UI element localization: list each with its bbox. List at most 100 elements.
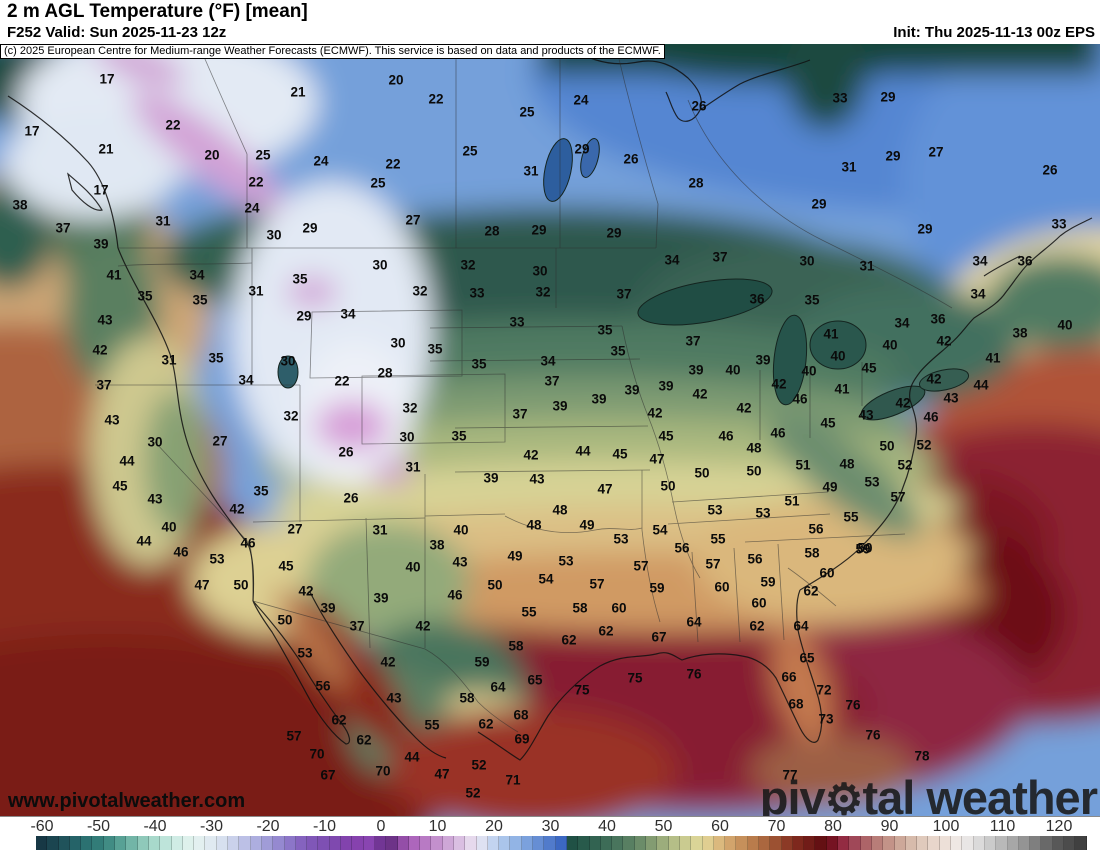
colorbar-cell — [555, 836, 567, 850]
temp-label: 42 — [92, 342, 108, 358]
temp-label: 22 — [385, 156, 401, 172]
temp-label: 56 — [747, 551, 763, 567]
colorbar-cell — [284, 836, 296, 850]
temp-label: 44 — [575, 443, 591, 459]
temp-label: 45 — [112, 478, 128, 494]
temp-label: 30 — [399, 429, 415, 445]
colorbar-cell — [781, 836, 793, 850]
colorbar-cell — [137, 836, 149, 850]
temp-label: 58 — [572, 600, 588, 616]
temp-label: 44 — [119, 453, 135, 469]
temp-label: 64 — [490, 679, 506, 695]
colorbar-tick: 100 — [932, 818, 960, 835]
temp-label: 62 — [331, 712, 347, 728]
temp-label: 62 — [803, 583, 819, 599]
colorbar-cell — [487, 836, 500, 850]
temp-label: 30 — [147, 434, 163, 450]
colorbar-cell — [182, 836, 195, 850]
colorbar-cell — [386, 836, 398, 850]
copyright-notice: (c) 2025 European Centre for Medium-rang… — [0, 44, 665, 59]
temp-label: 57 — [705, 556, 721, 572]
temp-label: 52 — [471, 757, 487, 773]
temp-label: 27 — [928, 144, 944, 160]
temp-label: 33 — [832, 90, 848, 106]
colorbar-tick: 60 — [711, 818, 729, 835]
temp-label: 34 — [189, 267, 205, 283]
colorbar-cell — [194, 836, 206, 850]
temp-label: 39 — [483, 470, 499, 486]
temp-label: 37 — [712, 249, 728, 265]
temp-label: 37 — [55, 220, 71, 236]
temp-label: 49 — [822, 479, 838, 495]
temp-label: 39 — [591, 391, 607, 407]
temp-label: 31 — [248, 283, 264, 299]
temp-label: 58 — [459, 690, 475, 706]
valid-time-label: F252 Valid: Sun 2025-11-23 12z — [7, 24, 227, 41]
temp-label: 47 — [434, 766, 450, 782]
temp-label: 34 — [970, 286, 986, 302]
temp-label: 32 — [283, 408, 299, 424]
temp-label: 35 — [137, 288, 153, 304]
colorbar-cell — [374, 836, 387, 850]
temp-label: 42 — [415, 618, 431, 634]
brand-text-pre: piv — [759, 770, 826, 816]
temp-label: 46 — [173, 544, 189, 560]
temp-label: 26 — [691, 98, 707, 114]
temp-label: 29 — [885, 148, 901, 164]
temp-label: 72 — [816, 682, 832, 698]
temp-label: 75 — [627, 670, 643, 686]
colorbar-cell — [408, 836, 421, 850]
colorbar-cell — [47, 836, 59, 850]
colorbar-tick: 30 — [541, 818, 560, 835]
temp-label: 41 — [106, 267, 122, 283]
temp-label: 35 — [471, 356, 487, 372]
temp-label: 20 — [204, 147, 220, 163]
temp-label: 45 — [278, 558, 294, 574]
temp-label: 35 — [804, 292, 820, 308]
temp-label: 38 — [429, 537, 445, 553]
temp-label: 44 — [404, 749, 420, 765]
temp-label: 27 — [212, 433, 228, 449]
temp-label: 40 — [453, 522, 469, 538]
colorbar-cell — [148, 836, 161, 850]
temp-label: 65 — [799, 650, 815, 666]
temp-label: 34 — [340, 306, 356, 322]
colorbar-cell — [295, 836, 308, 850]
colorbar-cell — [646, 836, 658, 850]
temp-label: 32 — [535, 284, 551, 300]
temp-label: 68 — [788, 696, 804, 712]
temp-label: 33 — [509, 314, 525, 330]
colorbar-tick: -40 — [143, 818, 167, 835]
colorbar-cell — [476, 836, 488, 850]
colorbar-cell — [205, 836, 217, 850]
colorbar-cell — [81, 836, 93, 850]
colorbar-cell — [770, 836, 782, 850]
temp-label: 53 — [864, 474, 880, 490]
temp-label: 60 — [751, 595, 767, 611]
temp-label: 51 — [784, 493, 800, 509]
temp-label: 57 — [890, 489, 906, 505]
temp-label: 53 — [297, 645, 313, 661]
temp-label: 42 — [736, 400, 752, 416]
colorbar-cell — [92, 836, 104, 850]
temp-label: 36 — [930, 311, 946, 327]
gear-icon: ⚙ — [824, 775, 864, 816]
colorbar-cell — [657, 836, 669, 850]
brand-text-post: tal weather — [862, 770, 1098, 816]
colorbar-cell — [578, 836, 590, 850]
temp-label: 34 — [894, 315, 910, 331]
map-labels: 17 21 22 17 21 20 25 24 22 17 38 24 31 37 29 30 39 41 34 35… — [0, 44, 1100, 816]
colorbar-cell — [1030, 836, 1042, 850]
temp-label: 28 — [688, 175, 704, 191]
colorbar-cell — [307, 836, 319, 850]
temp-label: 59 — [760, 574, 776, 590]
temp-label: 42 — [936, 333, 952, 349]
temp-label: 50 — [694, 465, 710, 481]
colorbar-cell — [239, 836, 251, 850]
temp-label: 25 — [370, 175, 386, 191]
colorbar-cell — [352, 836, 364, 850]
temp-label: 58 — [508, 638, 524, 654]
colorbar-tick: 40 — [598, 818, 616, 835]
temp-label: 52 — [897, 457, 913, 473]
